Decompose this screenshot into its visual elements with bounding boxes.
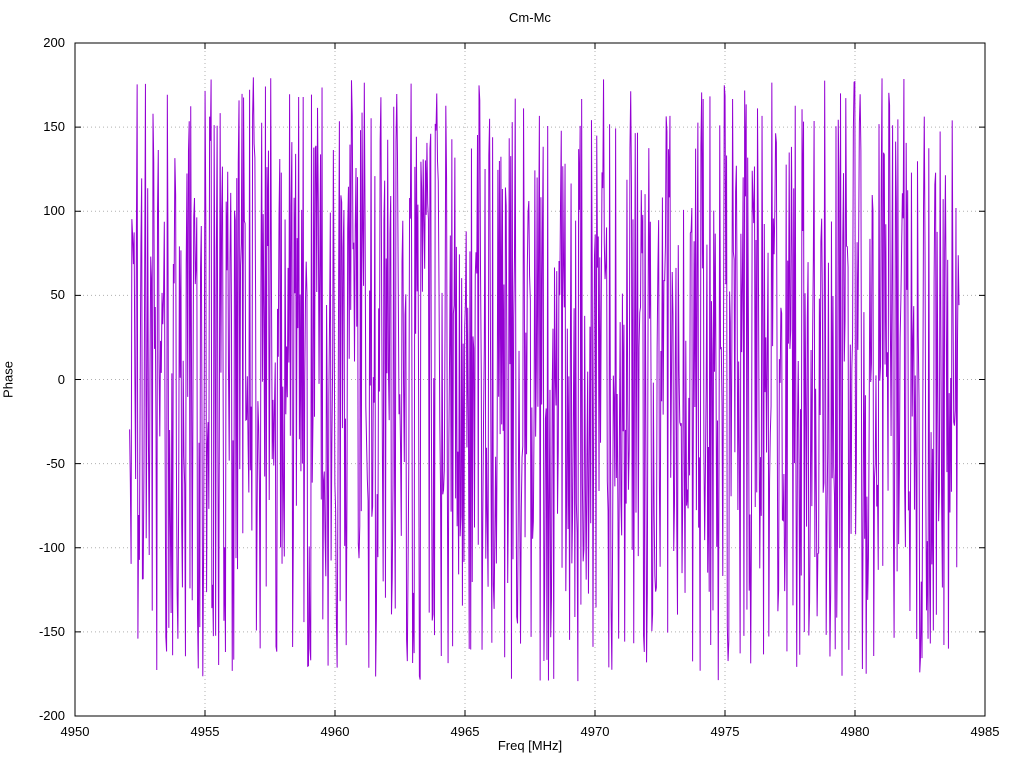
phase-trace (129, 77, 960, 682)
x-tick-label: 4965 (450, 724, 480, 739)
y-tick-label: 50 (50, 287, 65, 303)
x-tick-label: 4955 (190, 724, 220, 739)
x-axis-title: Freq [MHz] (497, 738, 563, 753)
y-tick-label: 200 (43, 35, 65, 50)
y-tick-label: -50 (46, 455, 65, 471)
y-tick-label: 100 (43, 203, 65, 219)
x-tick-label: 4985 (970, 724, 1000, 739)
x-tick-label: 4970 (580, 724, 610, 739)
y-tick-label: -200 (38, 708, 65, 723)
x-tick-label: 4960 (320, 724, 350, 739)
y-tick-label: -150 (38, 623, 65, 639)
chart-title: Cm-Mc (509, 10, 551, 25)
x-tick-label: 4980 (840, 724, 870, 739)
x-tick-label: 4950 (60, 724, 90, 739)
x-tick-label: 4975 (710, 724, 740, 739)
y-tick-label: -100 (38, 539, 65, 555)
plot-border (74, 42, 986, 717)
y-tick-label: 0 (57, 371, 65, 387)
y-tick-label: 150 (43, 119, 65, 135)
